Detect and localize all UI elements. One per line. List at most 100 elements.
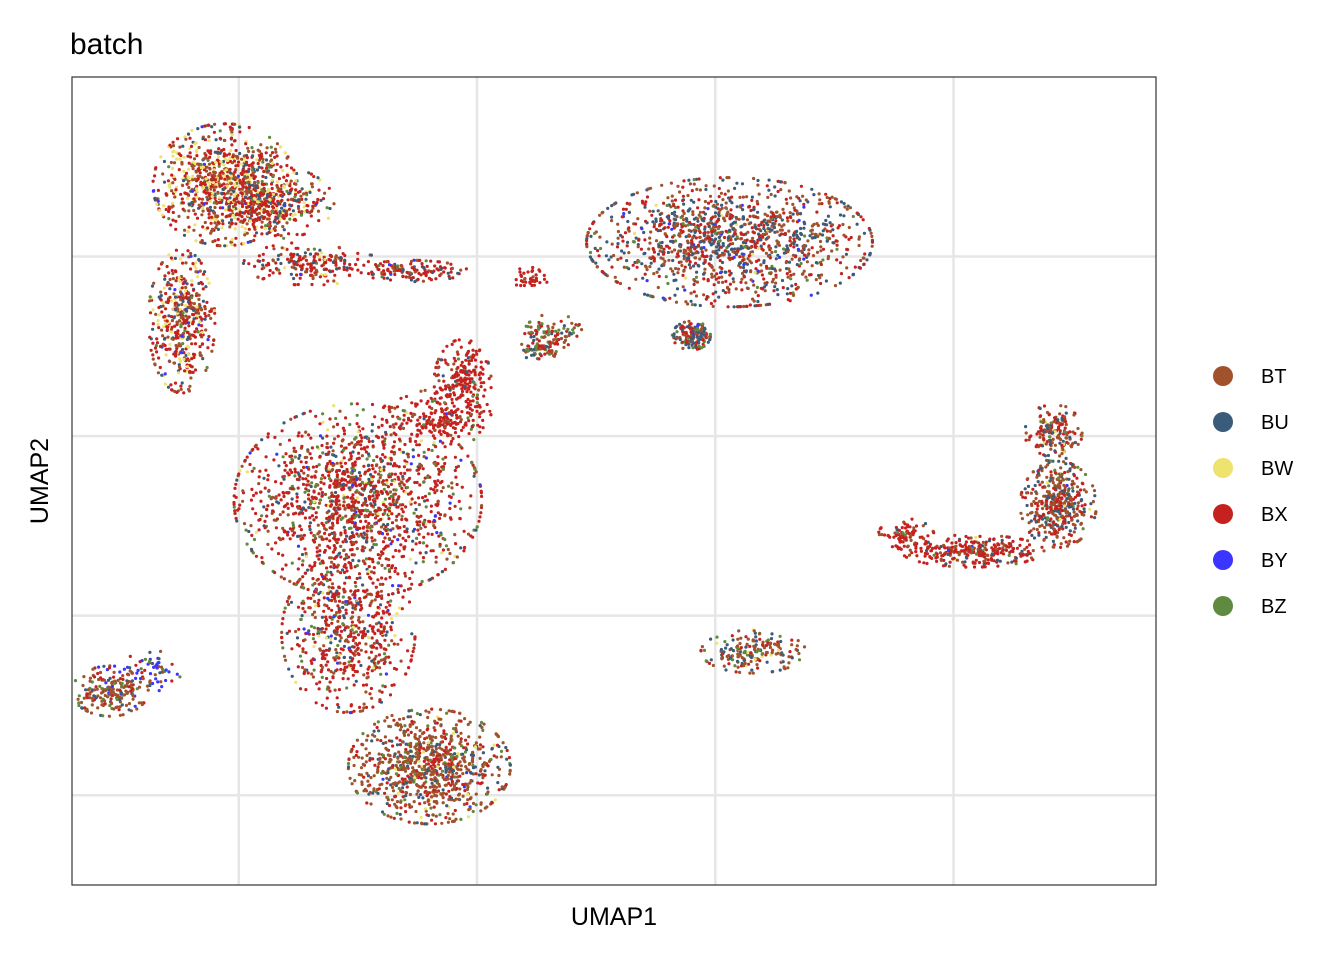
data-point <box>366 260 370 264</box>
data-point <box>706 340 710 344</box>
data-point <box>531 265 535 270</box>
data-point <box>430 532 434 537</box>
data-point <box>324 706 328 710</box>
data-point <box>714 277 718 281</box>
data-point <box>433 776 437 780</box>
data-point <box>161 334 165 338</box>
data-point <box>171 181 175 185</box>
data-point <box>423 807 428 811</box>
data-point <box>390 472 394 476</box>
data-point <box>762 226 766 231</box>
data-point <box>921 524 925 528</box>
data-point <box>401 426 406 430</box>
data-point <box>285 221 289 225</box>
data-point <box>164 192 168 196</box>
data-point <box>414 809 418 814</box>
data-point <box>1092 489 1097 493</box>
data-point <box>165 327 169 332</box>
data-point <box>451 276 455 280</box>
data-point <box>426 715 430 720</box>
data-point <box>662 221 666 225</box>
data-point <box>295 495 299 499</box>
data-point <box>157 689 161 693</box>
data-point <box>870 234 874 238</box>
data-point <box>1084 490 1088 494</box>
data-point <box>686 223 690 227</box>
data-point <box>563 338 568 342</box>
data-point <box>738 641 742 646</box>
data-point <box>344 576 348 580</box>
data-point <box>717 239 722 243</box>
data-point <box>686 193 690 198</box>
data-point <box>1041 433 1045 437</box>
data-point <box>756 299 760 304</box>
data-point <box>445 344 449 348</box>
data-point <box>812 193 816 197</box>
data-point <box>774 219 778 223</box>
data-point <box>338 639 342 643</box>
data-point <box>203 307 207 311</box>
data-point <box>277 220 281 224</box>
data-point <box>398 484 402 488</box>
data-point <box>131 697 135 701</box>
data-point <box>310 481 314 485</box>
data-point <box>418 751 422 755</box>
data-point <box>118 713 122 717</box>
data-point <box>773 194 777 198</box>
data-point <box>312 626 316 630</box>
data-point <box>383 735 387 739</box>
data-point <box>786 287 790 291</box>
data-point <box>434 814 438 818</box>
data-point <box>354 540 358 544</box>
data-point <box>754 639 759 643</box>
data-point <box>683 288 687 292</box>
data-point <box>647 247 651 251</box>
data-point <box>423 737 427 741</box>
data-point <box>671 269 675 273</box>
data-point <box>197 206 201 210</box>
data-point <box>206 346 210 350</box>
data-point <box>761 640 765 644</box>
data-point <box>378 556 382 560</box>
data-point <box>247 227 251 231</box>
data-point <box>742 222 747 226</box>
data-point <box>378 689 382 693</box>
data-point <box>1030 533 1034 538</box>
data-point <box>472 474 476 478</box>
data-point <box>305 267 309 271</box>
data-point <box>1061 439 1065 443</box>
data-point <box>702 240 706 244</box>
data-point <box>350 615 354 619</box>
data-point <box>410 570 414 574</box>
data-point <box>389 625 393 629</box>
data-point <box>726 305 730 309</box>
data-point <box>890 545 895 549</box>
data-point <box>802 226 806 230</box>
data-point <box>257 165 261 169</box>
data-point <box>460 744 464 748</box>
data-point <box>459 507 463 511</box>
data-point <box>449 270 453 274</box>
data-point <box>756 183 760 187</box>
data-point <box>598 235 602 239</box>
data-point <box>443 567 447 572</box>
data-point <box>155 666 159 670</box>
data-point <box>362 263 366 267</box>
data-point <box>756 178 760 183</box>
data-point <box>697 177 701 181</box>
data-point <box>298 453 302 458</box>
data-point <box>514 278 518 282</box>
data-point <box>711 304 715 308</box>
data-point <box>687 346 691 350</box>
data-point <box>859 258 863 263</box>
data-point <box>311 577 315 581</box>
data-point <box>316 209 321 213</box>
data-point <box>218 196 222 200</box>
data-point <box>306 449 310 453</box>
data-point <box>371 439 375 443</box>
data-point <box>325 441 329 446</box>
data-point <box>285 599 289 604</box>
data-point <box>1076 504 1080 508</box>
data-point <box>524 356 529 360</box>
data-point <box>302 627 306 631</box>
